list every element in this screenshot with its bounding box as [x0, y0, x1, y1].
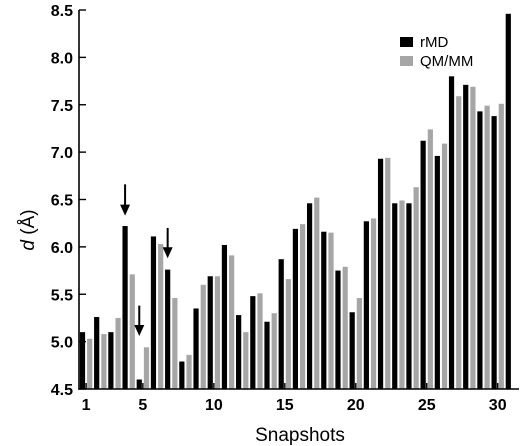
bar-rmd-3	[108, 332, 114, 389]
y-tick-label: 6.0	[51, 240, 73, 257]
x-tick-label: 30	[489, 397, 507, 414]
bar-qm-mm-9	[200, 284, 206, 389]
bar-qm-mm-5	[143, 347, 150, 389]
bar-qm-mm-8	[186, 354, 192, 389]
x-tick-label: 25	[418, 397, 436, 414]
bar-qm-mm-25	[427, 129, 433, 389]
bar-rmd-21	[363, 221, 369, 389]
bar-rmd-13	[250, 296, 256, 389]
bar-rmd-10	[207, 276, 213, 389]
bar-rmd-25	[420, 140, 426, 389]
bar-qm-mm-7	[172, 298, 178, 389]
down-arrow-icon	[120, 184, 131, 216]
bar-qm-mm-18	[328, 232, 334, 389]
bar-rmd-17	[306, 203, 313, 389]
bar-qm-mm-26	[441, 143, 448, 389]
x-tick-label: 1	[82, 397, 91, 414]
bar-rmd-8	[179, 361, 185, 389]
bar-rmd-14	[264, 321, 270, 389]
x-tick-label: 20	[347, 397, 365, 414]
bar-qm-mm-1	[87, 338, 93, 389]
bar-qm-mm-13	[257, 293, 263, 389]
bar-qm-mm-30	[498, 103, 504, 390]
bar-rmd-6	[150, 236, 157, 389]
bar-rmd-19	[335, 270, 341, 389]
bar-rmd-18	[321, 231, 327, 389]
legend: rMD QM/MM	[400, 34, 473, 70]
down-arrow-icon	[134, 305, 145, 336]
x-tick-label: 5	[138, 397, 147, 414]
axes-layer: 4.55.05.56.06.57.07.58.08.51 5 10 15 20 25 30	[51, 3, 519, 414]
y-tick-label: 6.5	[51, 193, 73, 210]
bar-rmd-23	[392, 203, 398, 389]
bar-rmd-16	[292, 228, 298, 389]
bar-qm-mm-20	[356, 298, 362, 389]
bars-layer	[79, 13, 511, 390]
arrow-head	[162, 247, 173, 259]
y-tick-label: 4.5	[51, 382, 73, 399]
x-tick-label: 10	[205, 397, 223, 414]
bar-qm-mm-2	[101, 334, 107, 389]
legend-label-qm-mm: QM/MM	[420, 53, 473, 70]
bar-rmd-28	[463, 84, 469, 389]
bar-rmd-7	[165, 269, 171, 389]
legend-swatch-rmd	[400, 37, 413, 47]
annotation-arrows	[120, 184, 173, 336]
down-arrow-icon	[162, 227, 173, 259]
bar-qm-mm-16	[300, 224, 306, 389]
bar-rmd-20	[349, 312, 355, 389]
bar-rmd-1	[79, 332, 86, 389]
bar-qm-mm-21	[370, 218, 377, 389]
y-tick-label: 8.5	[51, 3, 73, 20]
bar-rmd-24	[406, 203, 412, 389]
legend-label-rmd: rMD	[420, 34, 448, 51]
bar-qm-mm-12	[243, 332, 249, 389]
bar-rmd-30	[491, 116, 497, 390]
bar-rmd-22	[377, 158, 384, 389]
bar-rmd-11	[221, 244, 228, 389]
bar-qm-mm-11	[229, 255, 235, 389]
bar-qm-mm-10	[214, 276, 221, 389]
x-axis-title: Snapshots	[255, 425, 345, 446]
bar-rmd-31	[505, 13, 511, 389]
x-tick-label: 15	[276, 397, 294, 414]
bar-qm-mm-14	[271, 313, 277, 389]
bar-qm-mm-27	[456, 96, 462, 389]
arrow-head	[120, 204, 131, 216]
bar-qm-mm-23	[399, 200, 405, 389]
y-tick-label: 8.0	[51, 50, 73, 67]
bar-rmd-12	[236, 315, 242, 389]
legend-swatch-qm-mm	[400, 56, 413, 66]
bar-rmd-26	[434, 155, 440, 389]
y-tick-label: 5.5	[51, 287, 73, 304]
bar-rmd-27	[448, 76, 455, 389]
bar-rmd-5	[136, 379, 142, 389]
bar-rmd-15	[278, 259, 284, 389]
bar-rmd-4	[122, 226, 128, 389]
y-tick-label: 5.0	[51, 335, 73, 352]
bar-qm-mm-22	[385, 157, 391, 389]
y-axis-title: d (Å)	[18, 209, 39, 250]
bar-rmd-2	[94, 316, 100, 389]
bar-qm-mm-29	[484, 105, 490, 389]
bar-qm-mm-17	[314, 197, 320, 389]
bar-qm-mm-6	[158, 244, 164, 389]
arrow-head	[134, 324, 145, 336]
y-tick-label: 7.0	[51, 145, 73, 162]
bar-rmd-9	[193, 308, 199, 389]
bar-qm-mm-3	[115, 317, 121, 389]
bar-qm-mm-24	[413, 187, 419, 389]
bar-qm-mm-4	[129, 274, 135, 389]
y-tick-label: 7.5	[51, 98, 73, 115]
bar-qm-mm-28	[470, 86, 476, 389]
bar-rmd-29	[477, 111, 483, 389]
bar-qm-mm-19	[342, 266, 348, 389]
bar-qm-mm-15	[285, 279, 292, 389]
